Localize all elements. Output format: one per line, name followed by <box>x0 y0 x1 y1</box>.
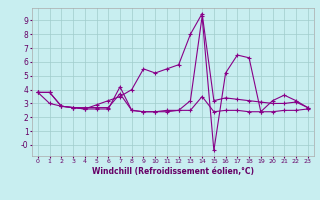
X-axis label: Windchill (Refroidissement éolien,°C): Windchill (Refroidissement éolien,°C) <box>92 167 254 176</box>
